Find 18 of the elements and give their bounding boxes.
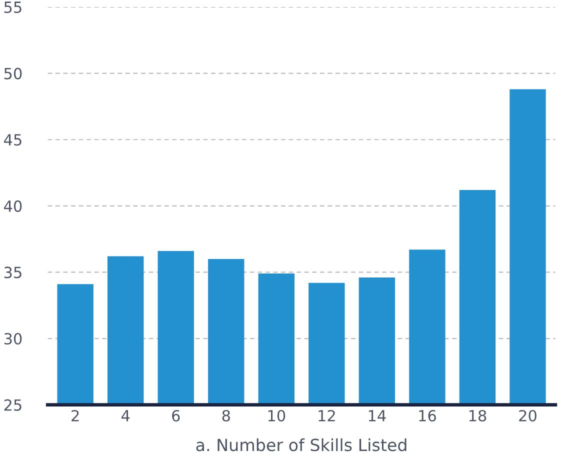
y-tick-label: 25 <box>4 399 22 411</box>
x-tick-label: 18 <box>469 410 486 422</box>
x-tick-label: 20 <box>519 410 536 422</box>
y-tick-label: 50 <box>4 68 22 80</box>
x-tick-label: 12 <box>318 410 335 422</box>
x-tick-label: 16 <box>419 410 436 422</box>
x-tick-label: 4 <box>121 410 130 422</box>
x-axis-title: a. Number of Skills Listed <box>196 438 406 452</box>
y-tick-label: 30 <box>4 332 22 345</box>
y-tick-label: 55 <box>4 2 22 14</box>
x-tick-label: 14 <box>368 410 386 422</box>
x-tick-label: 8 <box>222 410 230 422</box>
x-tick-label: 10 <box>268 410 286 422</box>
x-tick-label: 6 <box>172 410 180 422</box>
x-tick-label: 2 <box>72 410 79 422</box>
y-tick-label: 45 <box>4 134 22 146</box>
y-tick-label: 35 <box>4 266 22 278</box>
y-tick-label: 40 <box>4 200 22 212</box>
